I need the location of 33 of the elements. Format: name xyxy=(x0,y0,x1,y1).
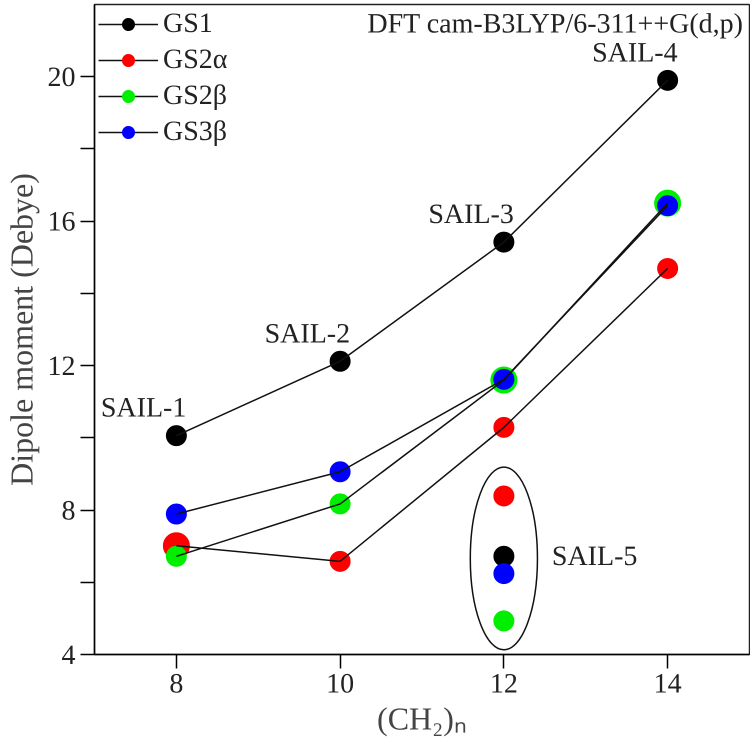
annotation: SAIL-1 xyxy=(100,392,186,424)
point xyxy=(657,70,678,91)
x-tick-label: 10 xyxy=(326,668,354,700)
point xyxy=(493,485,514,506)
x-tick-label: 8 xyxy=(169,668,184,700)
legend-label: GS2α xyxy=(163,44,228,76)
annotation: SAIL-5 xyxy=(552,540,638,572)
y-tick-label: 8 xyxy=(62,496,76,527)
y-tick-label: 20 xyxy=(48,62,76,94)
point xyxy=(493,610,514,632)
point xyxy=(493,563,514,584)
y-tick-label: 16 xyxy=(48,206,76,238)
annotation: SAIL-4 xyxy=(592,37,678,68)
point xyxy=(657,258,678,279)
annotation: SAIL-2 xyxy=(264,318,350,350)
legend-label: GS1 xyxy=(163,8,213,40)
point xyxy=(330,350,351,372)
point xyxy=(330,461,351,482)
point xyxy=(493,416,514,438)
x-tick-label: 12 xyxy=(490,668,518,700)
point xyxy=(330,550,351,572)
legend-label: GS2β xyxy=(163,80,228,112)
y-tick-label: 12 xyxy=(48,351,76,382)
y-tick-label: 4 xyxy=(62,640,76,671)
x-tick-label: 14 xyxy=(654,668,682,700)
x-axis-title: (CH₂)ₙ xyxy=(377,700,467,736)
point xyxy=(493,546,514,567)
annotation: SAIL-3 xyxy=(428,199,514,230)
point xyxy=(166,504,187,525)
point xyxy=(166,425,187,446)
legend-label: GS3β xyxy=(163,116,228,148)
y-axis-title: Dipole moment (Debye) xyxy=(4,173,40,486)
annotation: DFT cam-B3LYP/6-311++G(d,p) xyxy=(367,8,743,40)
